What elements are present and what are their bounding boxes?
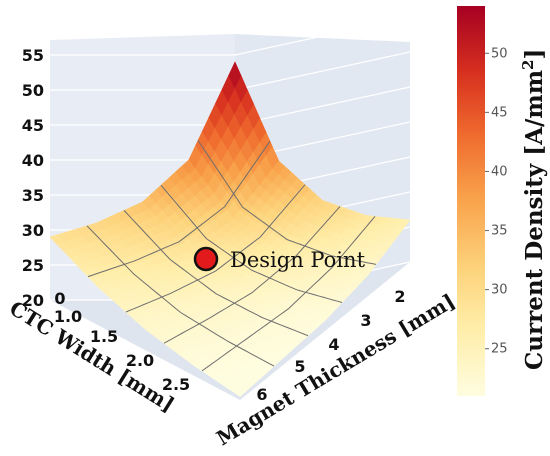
surface-gridline [125,184,306,313]
surface-gridline [86,225,275,367]
wall-gridline [234,51,411,91]
colorbar-tick-label: 35 [491,224,508,239]
surface-gridlines [86,140,377,372]
z-tick-label: 20 [22,291,44,310]
colorbar-tick-label: 40 [491,164,508,179]
y-tick-label: 6 [256,385,267,404]
y-tick-label: 3 [360,311,371,330]
surface-gridline [201,216,376,372]
z-tick-label: 30 [22,221,44,240]
surface-gridline [123,210,309,337]
x-axis-ticks: 01.0 1.5 2.0 2.5 [54,289,190,394]
colorbar-tick-label: 50 [491,46,508,61]
x-tick-label: 0 [54,289,65,308]
z-tick-label: 35 [22,186,44,205]
z-tick-label: 55 [22,46,44,65]
design-point-label: Design Point [230,248,366,272]
wall-gridline [234,86,411,126]
z-tick-label: 50 [22,81,44,100]
colorbar-title-superscript: 2 [519,60,537,70]
surface [49,61,411,397]
colorbar-tick-label: 45 [491,105,508,120]
x-tick-label: 1.5 [90,327,118,346]
colorbar-title: Current Density [A/mm2] [519,49,548,370]
y-axis-ticks: 2 3 4 5 6 [256,287,405,404]
z-axis-ticks: 20 25 30 35 40 45 50 55 [22,46,44,310]
x-tick-label: 1.0 [54,307,82,326]
z-tick-label: 45 [22,116,44,135]
surface-gridline [197,140,377,265]
z-tick-label: 25 [22,256,44,275]
wall-gridline [234,16,411,56]
design-point-marker [193,246,219,272]
x-tick-label: 2.5 [162,375,190,394]
colorbar-tick-label: 30 [491,283,508,298]
colorbar [457,6,485,396]
colorbar-tick-label: 25 [491,342,508,357]
x-tick-label: 2.0 [126,351,154,370]
surface-gridline [160,184,343,303]
surface-patch [232,386,247,397]
z-tick-label: 40 [22,151,44,170]
y-tick-label: 2 [394,287,405,306]
surface-gridline [163,206,341,344]
y-tick-label: 5 [294,357,305,376]
y-tick-label: 4 [328,335,339,354]
surface-gridline [87,140,271,278]
colorbar-ticks: 25 30 35 40 45 50 [485,46,508,357]
